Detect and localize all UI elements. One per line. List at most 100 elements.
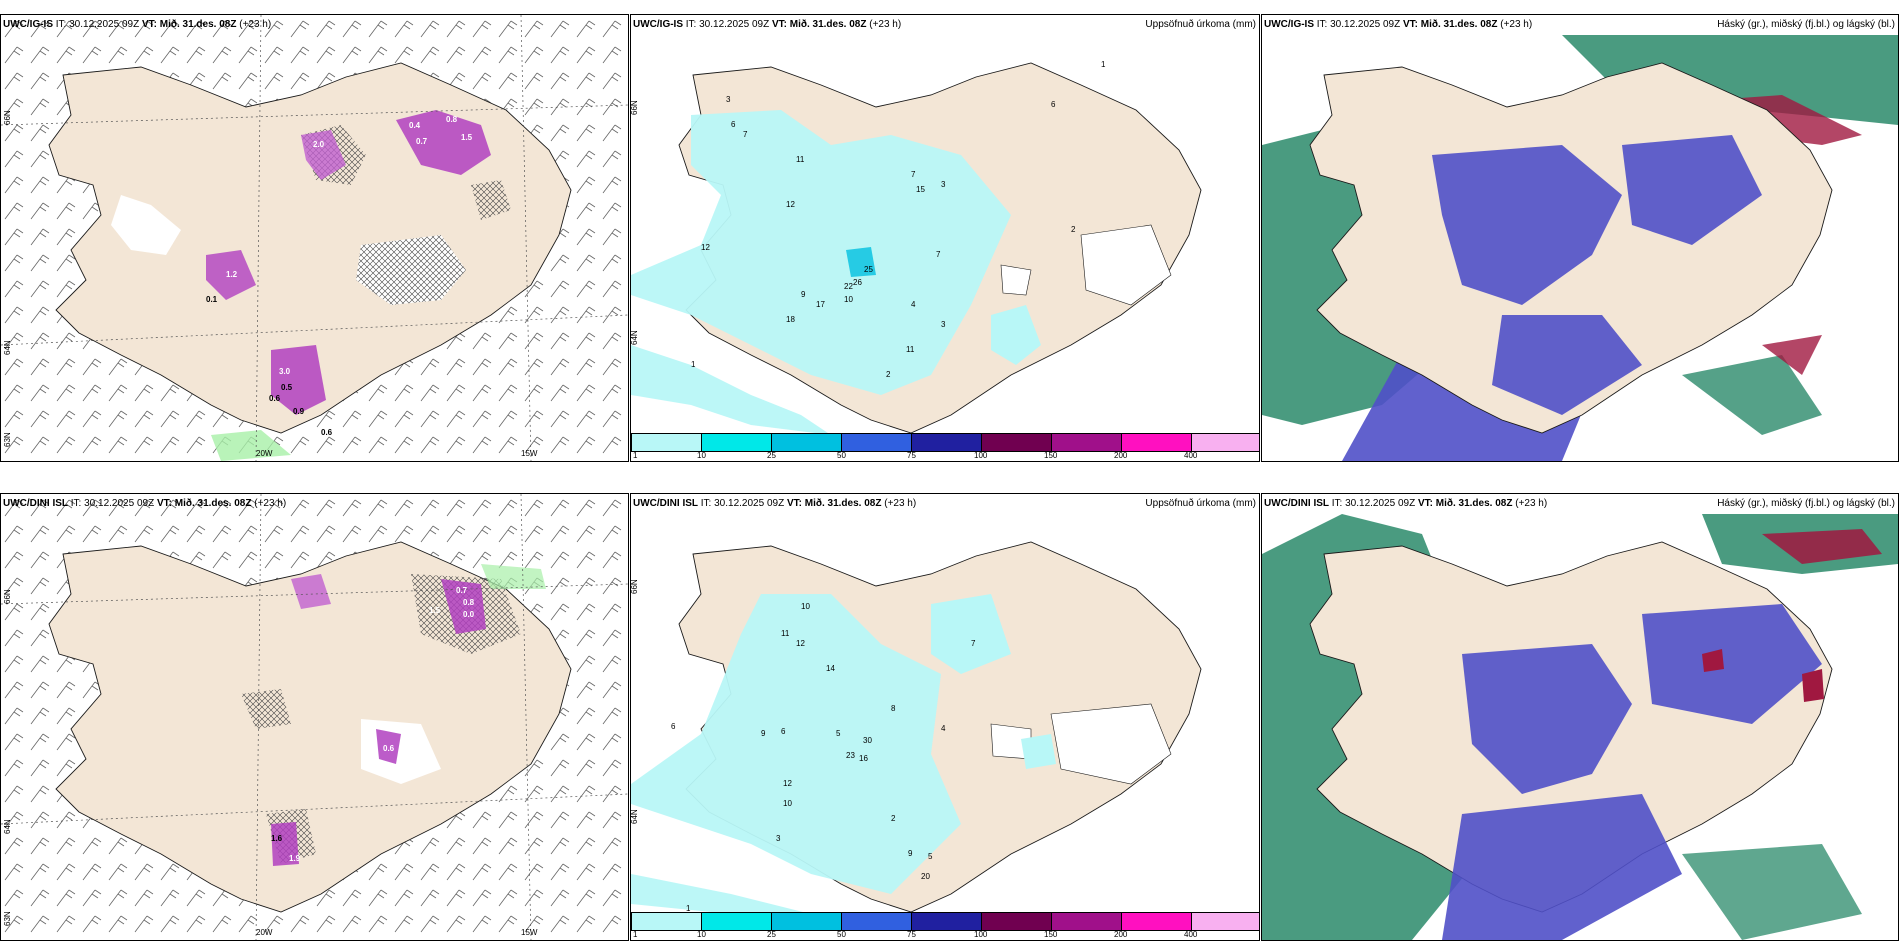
lat-label: 63N (3, 432, 12, 447)
colorbar-label: 75 (907, 930, 916, 939)
colorbar-label: 50 (837, 930, 846, 939)
precip-number: 7 (911, 170, 916, 179)
precip-title: Uppsöfnuð úrkoma (mm) (1145, 498, 1256, 509)
colorbar-label: 200 (1114, 930, 1128, 939)
precip-number: 12 (796, 639, 805, 648)
precip-label: 0.5 (281, 383, 293, 392)
precip-number: 4 (941, 724, 946, 733)
colorbar-label: 150 (1044, 451, 1058, 460)
precip-title: Uppsöfnuð úrkoma (mm) (1145, 19, 1256, 30)
precip-label: 1.6 (271, 834, 283, 843)
precip-number: 11 (796, 155, 805, 164)
precip-label: 3.0 (279, 367, 291, 376)
panel-title: UWC/DINI ISL IT: 30.12.2025 09Z VT: Mið.… (1264, 498, 1548, 509)
colorbar-label: 100 (974, 451, 988, 460)
colorbar-label: 100 (974, 930, 988, 939)
precip-number: 10 (844, 295, 853, 304)
precip-number: 25 (864, 265, 873, 274)
precip-number: 16 (859, 754, 868, 763)
precip-number: 22 (844, 282, 853, 291)
wind-map (1, 15, 628, 461)
precip-number: 2 (891, 814, 896, 823)
colorbar-label: 75 (907, 451, 916, 460)
precip-number: 1 (691, 360, 696, 369)
precip-number: 4 (911, 300, 916, 309)
precip-number: 6 (781, 727, 786, 736)
precip-number: 10 (801, 602, 810, 611)
lat-label: 66N (3, 110, 12, 125)
lat-label: 66N (3, 589, 12, 604)
colorbar-label: 400 (1184, 451, 1198, 460)
colorbar-label: 10 (697, 930, 706, 939)
precip-number: 7 (971, 639, 976, 648)
precip-number: 8 (891, 704, 896, 713)
precip-label: 0.9 (293, 407, 305, 416)
precip-number: 7 (936, 250, 941, 259)
cloud-title: Háský (gr.), miðský (fj.bl.) og lágský (… (1717, 498, 1895, 509)
lat-label: 63N (3, 911, 12, 926)
precip-number: 5 (928, 852, 933, 861)
precip-number: 14 (826, 664, 835, 673)
colorbar-label: 10 (697, 451, 706, 460)
colorbar-label: 50 (837, 451, 846, 460)
precip-number: 11 (906, 345, 915, 354)
precip-label: 0.6 (383, 744, 395, 753)
panel-title: UWC/IG-IS IT: 30.12.2025 09Z VT: Mið. 31… (1264, 19, 1533, 30)
precip-number: 9 (801, 290, 806, 299)
precip-label: 0.7 (456, 586, 468, 595)
colorbar-label: 25 (767, 930, 776, 939)
precip-number: 7 (743, 130, 748, 139)
colorbar-label: 200 (1114, 451, 1128, 460)
precip-label: 1.9 (289, 854, 301, 863)
precip-number: 23 (846, 751, 855, 760)
precip-number: 10 (783, 799, 792, 808)
panel-title: UWC/IG-IS IT: 30.12.2025 09Z VT: Mið. 31… (3, 19, 272, 30)
precip-number: 2 (1071, 225, 1076, 234)
precip-number: 1 (686, 904, 691, 913)
precip-label: 0.6 (269, 394, 281, 403)
lat-label: 64N (630, 330, 639, 345)
precip-label: 0.0 (463, 610, 475, 619)
panel-title: UWC/DINI ISL IT: 30.12.2025 09Z VT: Mið.… (3, 498, 287, 509)
precip-map-panel-2: UWC/DINI ISL IT: 30.12.2025 09Z VT: Mið.… (630, 493, 1260, 941)
lat-label: 66N (630, 100, 639, 115)
precip-number: 3 (726, 95, 731, 104)
precip-number: 26 (853, 278, 862, 287)
precip-map-panel-1: UWC/IG-IS IT: 30.12.2025 09Z VT: Mið. 31… (630, 14, 1260, 462)
precip-number: 17 (816, 300, 825, 309)
precip-label: 1.5 (461, 133, 473, 142)
precip-label: 0.8 (463, 598, 475, 607)
precip-label: 1.2 (226, 270, 238, 279)
wind-map (1, 494, 628, 940)
precip-colorbar (631, 433, 1259, 452)
precip-number: 9 (761, 729, 766, 738)
precip-number: 2 (886, 370, 891, 379)
cloud-map-panel-2: UWC/DINI ISL IT: 30.12.2025 09Z VT: Mið.… (1261, 493, 1899, 941)
precip-number: 3 (776, 834, 781, 843)
precip-label: 2.0 (313, 140, 325, 149)
precip-number: 3 (941, 180, 946, 189)
wind-map-panel-1: UWC/IG-IS IT: 30.12.2025 09Z VT: Mið. 31… (0, 14, 629, 462)
precip-map (631, 541, 1202, 914)
precip-number: 11 (781, 629, 790, 638)
lat-label: 64N (3, 819, 12, 834)
precip-number: 6 (1051, 100, 1056, 109)
precip-number: 12 (783, 779, 792, 788)
precip-number: 6 (731, 120, 736, 129)
precip-number: 12 (701, 243, 710, 252)
precip-label: 0.8 (446, 115, 458, 124)
colorbar-label: 1 (633, 930, 638, 939)
lat-label: 64N (630, 809, 639, 824)
precip-number: 3 (941, 320, 946, 329)
colorbar-label: 1 (633, 451, 638, 460)
lon-label: 15W (521, 928, 538, 937)
wind-map-panel-2: UWC/DINI ISL IT: 30.12.2025 09Z VT: Mið.… (0, 493, 629, 941)
precip-label: 1.5 (429, 606, 441, 615)
precip-colorbar (631, 912, 1259, 931)
precip-label: 0.7 (416, 137, 428, 146)
lat-label: 66N (630, 579, 639, 594)
precip-number: 1 (1101, 60, 1106, 69)
lon-label: 20W (256, 928, 273, 937)
precip-number: 30 (863, 736, 872, 745)
panel-title: UWC/IG-IS IT: 30.12.2025 09Z VT: Mið. 31… (633, 19, 902, 30)
